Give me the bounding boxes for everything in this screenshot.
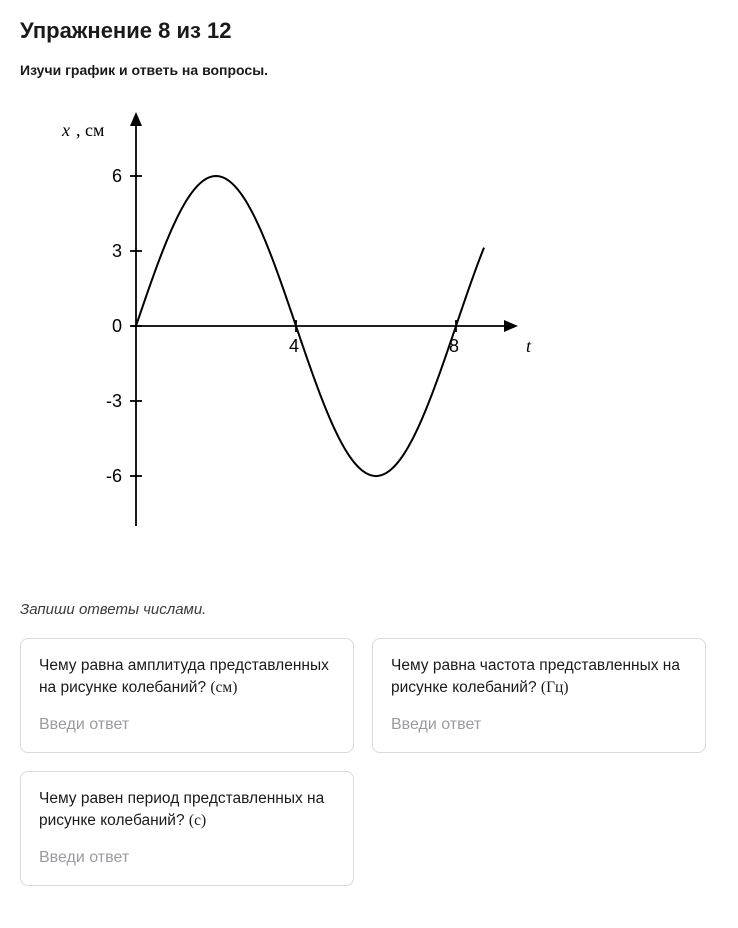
svg-text:x: x bbox=[61, 120, 70, 140]
question-body: Чему равна амплитуда представленных на р… bbox=[39, 657, 329, 696]
question-text: Чему равна частота представленных на рис… bbox=[391, 655, 687, 700]
svg-text:8: 8 bbox=[449, 336, 459, 356]
question-card: Чему равна амплитуда представленных на р… bbox=[20, 638, 354, 753]
svg-text:6: 6 bbox=[112, 166, 122, 186]
answer-input[interactable] bbox=[391, 714, 687, 734]
question-text: Чему равна амплитуда представленных на р… bbox=[39, 655, 335, 700]
question-body: Чему равен период представленных на рису… bbox=[39, 790, 324, 829]
question-card: Чему равен период представленных на рису… bbox=[20, 771, 354, 886]
answer-input[interactable] bbox=[39, 714, 335, 734]
answer-input[interactable] bbox=[39, 847, 335, 867]
svg-text:, см: , см bbox=[76, 120, 104, 140]
question-unit: (Гц) bbox=[541, 679, 569, 696]
svg-text:-3: -3 bbox=[106, 391, 122, 411]
oscillation-chart: -6-303648x, смt, с bbox=[36, 106, 718, 551]
page-title: Упражнение 8 из 12 bbox=[20, 18, 718, 44]
page-subtitle: Изучи график и ответь на вопросы. bbox=[20, 62, 718, 78]
question-card: Чему равна частота представленных на рис… bbox=[372, 638, 706, 753]
question-cards: Чему равна амплитуда представленных на р… bbox=[20, 638, 718, 886]
question-unit: (с) bbox=[189, 812, 206, 829]
question-text: Чему равен период представленных на рису… bbox=[39, 788, 335, 833]
question-unit: (см) bbox=[210, 679, 237, 696]
svg-text:t: t bbox=[526, 336, 532, 356]
answer-hint: Запиши ответы числами. bbox=[20, 601, 718, 618]
svg-text:0: 0 bbox=[112, 316, 122, 336]
svg-text:-6: -6 bbox=[106, 466, 122, 486]
svg-text:4: 4 bbox=[289, 336, 299, 356]
question-body: Чему равна частота представленных на рис… bbox=[391, 657, 680, 696]
svg-text:3: 3 bbox=[112, 241, 122, 261]
